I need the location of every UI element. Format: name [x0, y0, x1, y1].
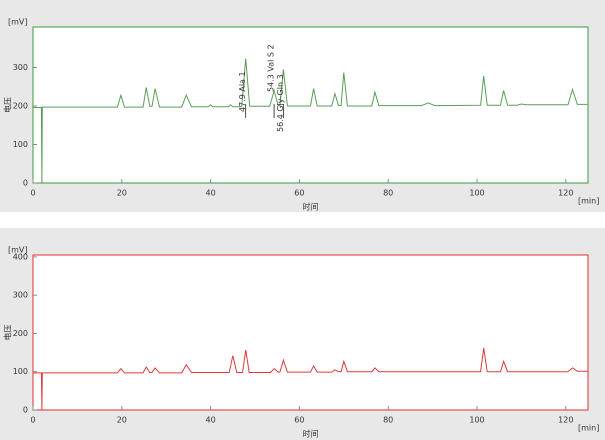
- x-tick-label: 80: [383, 416, 393, 425]
- peak-annotation: 56.4 Gly-Gln 3: [276, 74, 285, 132]
- peak-annotation: 47.9 Ala 1: [238, 71, 247, 112]
- x-unit: [min]: [578, 424, 599, 433]
- peak-annotation: 54.3 Val S 2: [267, 44, 276, 92]
- x-tick-label: 100: [469, 416, 484, 425]
- x-tick-label: 60: [294, 416, 304, 425]
- y-tick-label: 200: [13, 329, 28, 338]
- y-axis-label: 电压: [3, 325, 13, 341]
- y-unit: [mV]: [8, 246, 28, 255]
- x-tick-label: 60: [294, 189, 304, 198]
- x-tick-label: 0: [30, 189, 35, 198]
- y-tick-label: 200: [13, 101, 28, 110]
- x-tick-label: 0: [30, 416, 35, 425]
- x-tick-label: 40: [206, 189, 216, 198]
- x-tick-label: 80: [383, 189, 393, 198]
- y-tick-label: 300: [13, 63, 28, 72]
- y-tick-label: 100: [13, 140, 28, 149]
- x-axis-label: 时间: [303, 429, 319, 439]
- x-tick-label: 120: [558, 189, 573, 198]
- x-tick-label: 120: [558, 416, 573, 425]
- x-tick-label: 100: [469, 189, 484, 198]
- y-tick-label: 0: [23, 179, 28, 188]
- x-tick-label: 20: [117, 416, 127, 425]
- y-axis-label: 电压: [3, 97, 13, 113]
- y-tick-label: 100: [13, 367, 28, 376]
- y-tick-label: 0: [23, 406, 28, 415]
- signal-trace: [33, 58, 588, 184]
- x-unit: [min]: [578, 197, 599, 206]
- y-tick-label: 300: [13, 291, 28, 300]
- y-unit: [mV]: [8, 18, 28, 27]
- x-axis-label: 时间: [303, 202, 319, 212]
- signal-trace: [33, 347, 588, 411]
- y-tick-label: 400: [13, 252, 28, 261]
- plot-area: [32, 254, 589, 411]
- x-tick-label: 40: [206, 416, 216, 425]
- x-tick-label: 20: [117, 189, 127, 198]
